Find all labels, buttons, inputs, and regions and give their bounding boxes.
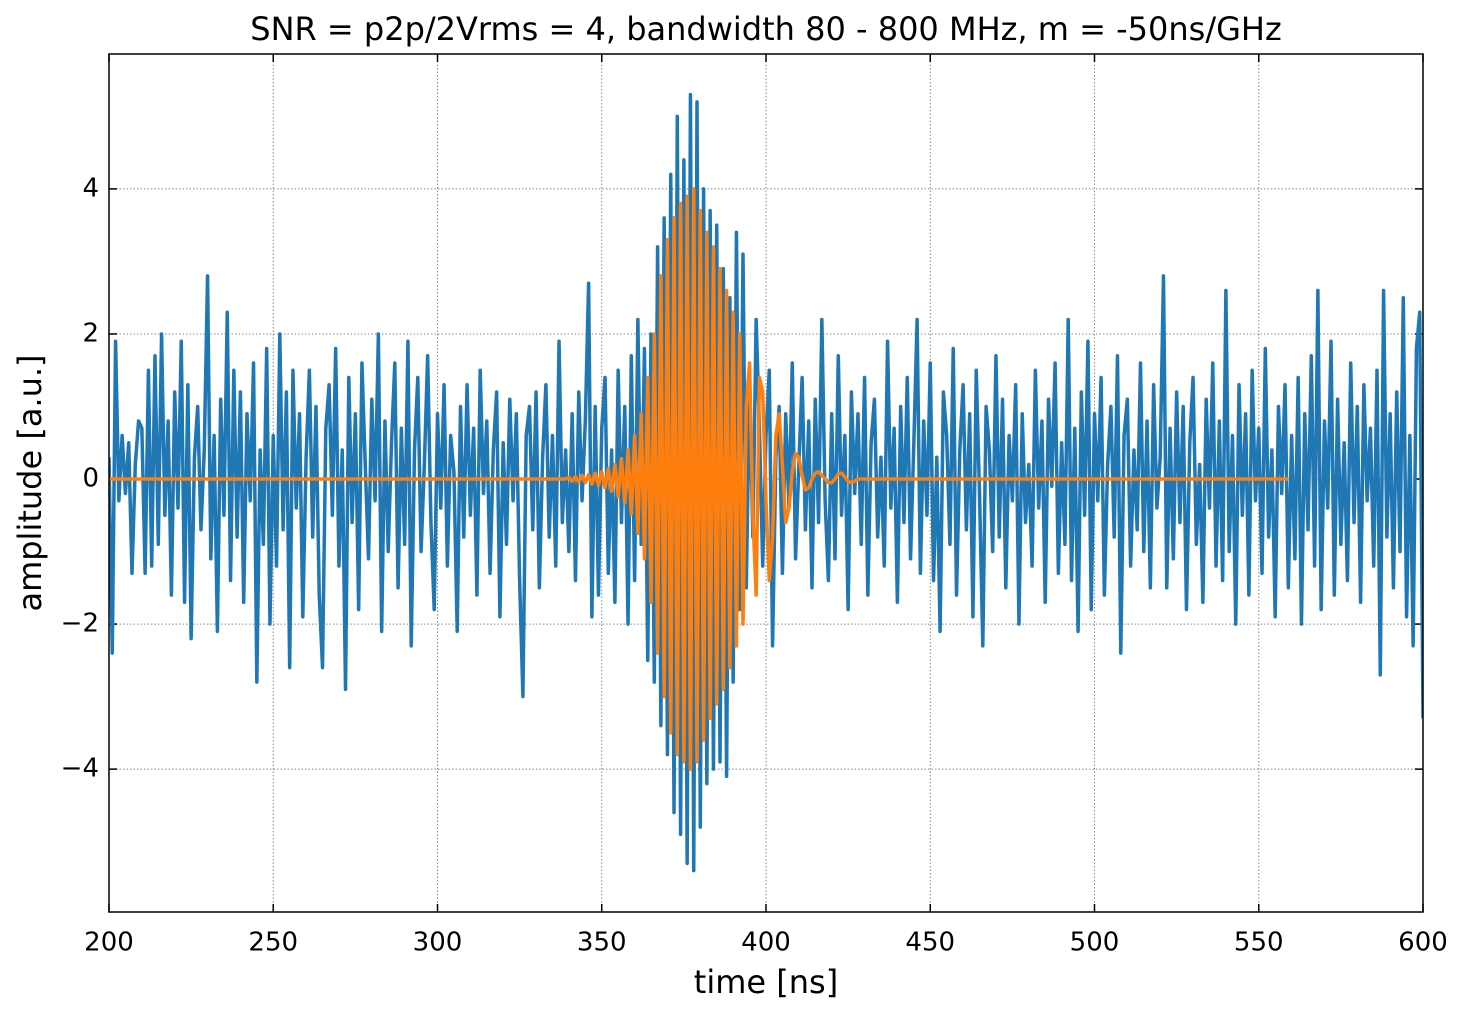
x-tick-label: 400	[741, 928, 791, 958]
x-tick-label: 550	[1234, 928, 1284, 958]
series-line	[109, 187, 1289, 771]
x-tick-label: 450	[905, 928, 955, 958]
y-tick-label: 2	[82, 318, 99, 348]
x-tick-label: 250	[248, 928, 298, 958]
y-tick-label: 0	[82, 464, 99, 494]
series-line	[109, 92, 1423, 873]
y-axis-label: amplitude [a.u.]	[11, 354, 49, 611]
x-axis-label: time [ns]	[694, 963, 838, 1001]
y-tick-label: 4	[82, 173, 99, 203]
x-tick-label: 500	[1070, 928, 1120, 958]
y-tick-label: −2	[61, 609, 99, 639]
chart-title: SNR = p2p/2Vrms = 4, bandwidth 80 - 800 …	[250, 10, 1282, 48]
x-tick-label: 350	[577, 928, 627, 958]
y-tick-label: −4	[61, 754, 99, 784]
x-tick-label: 200	[84, 928, 134, 958]
x-tick-label: 600	[1398, 928, 1448, 958]
x-tick-label: 300	[413, 928, 463, 958]
plot-frame	[108, 53, 1424, 913]
